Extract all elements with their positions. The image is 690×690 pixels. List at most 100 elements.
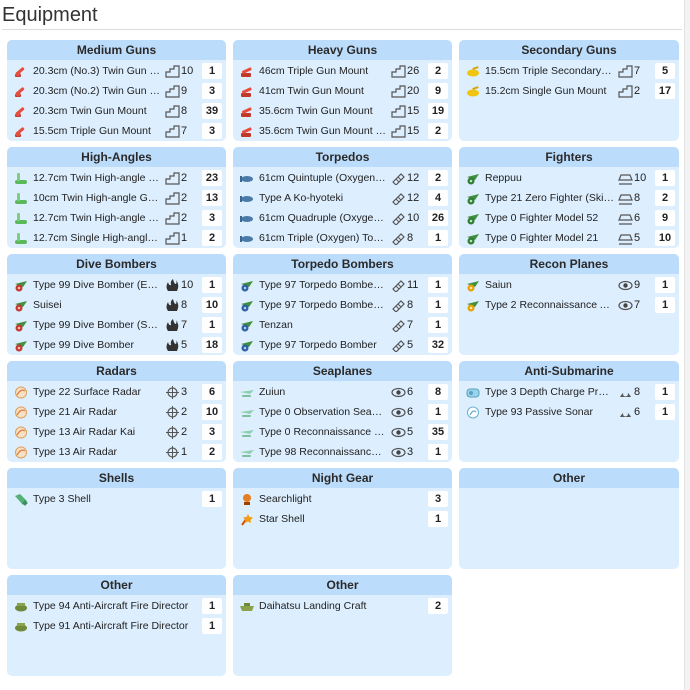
equipment-row[interactable]: 35.6cm Twin Gun Mount 15 19 [233, 101, 452, 121]
equipment-row[interactable]: Type 22 Surface Radar 3 6 [7, 382, 226, 402]
count-badge: 3 [202, 83, 222, 99]
upgrade-icon [618, 64, 634, 78]
equipment-name: Type 99 Dive Bomber (Skilled) [33, 319, 161, 331]
equipment-row[interactable]: Type 97 Torpedo Bomber 5 32 [233, 335, 452, 355]
equipment-row[interactable]: Type 0 Fighter Model 52 6 9 [459, 208, 679, 228]
equipment-name: 61cm Quadruple (Oxygen) Torpedo Mount [259, 212, 387, 224]
panel-header: Night Gear [233, 468, 452, 488]
title-divider [2, 29, 682, 30]
panel-header: Seaplanes [233, 361, 452, 381]
equipment-row[interactable]: 41cm Twin Gun Mount 20 9 [233, 81, 452, 101]
accuracy-stat-icon [165, 445, 181, 459]
equipment-name: Star Shell [259, 513, 305, 525]
equipment-row[interactable]: Tenzan 7 1 [233, 315, 452, 335]
equipment-row[interactable]: Type 93 Passive Sonar 6 1 [459, 402, 679, 422]
stat-value: 9 [634, 279, 641, 291]
count-badge: 18 [202, 337, 222, 353]
equipment-row[interactable]: Type 21 Zero Fighter (Skilled) 8 2 [459, 188, 679, 208]
equipment-row[interactable]: 20.3cm Twin Gun Mount 8 39 [7, 101, 226, 121]
los-stat-icon [391, 406, 407, 419]
torpedo-bomber-icon [240, 279, 254, 292]
count-badge: 1 [655, 170, 675, 186]
equipment-row[interactable]: Type 94 Anti-Aircraft Fire Director 1 [7, 596, 226, 616]
asw-stat-icon [618, 386, 634, 399]
recon-plane-icon [466, 279, 480, 292]
equipment-list: Zuiun 6 8 Type 0 Observation Seaplane 6 1 Type… [233, 381, 452, 462]
equipment-row[interactable]: Saiun 9 1 [459, 275, 679, 295]
equipment-row[interactable]: 15.2cm Single Gun Mount 2 17 [459, 81, 679, 101]
panel-torpedo-bombers: Torpedo Bombers Type 97 Torpedo Bomber (T… [233, 254, 452, 355]
equipment-row[interactable]: Type 97 Torpedo Bomber (Skilled) 8 1 [233, 295, 452, 315]
dive-bomber-icon [14, 339, 28, 352]
equipment-row[interactable]: 15.5cm Triple Secondary Gun Mount 7 5 [459, 61, 679, 81]
equipment-row[interactable]: Type 21 Air Radar 2 10 [7, 402, 226, 422]
high-angle-icon [14, 212, 28, 225]
equipment-row[interactable]: Type 0 Observation Seaplane 6 1 [233, 402, 452, 422]
stat-value: 1 [181, 446, 188, 458]
equipment-row[interactable]: Type 99 Dive Bomber 5 18 [7, 335, 226, 355]
count-badge: 32 [428, 337, 448, 353]
equipment-row[interactable]: Type 2 Reconnaissance Aircraft 7 1 [459, 295, 679, 315]
equipment-row[interactable]: 12.7cm Twin High-angle Gun Mount (Late M… [7, 208, 226, 228]
seaplane-icon [240, 406, 254, 419]
equipment-row[interactable]: 15.5cm Triple Gun Mount 7 3 [7, 121, 226, 141]
equipment-row[interactable]: Type 13 Air Radar Kai 2 3 [7, 422, 226, 442]
count-badge: 2 [428, 598, 448, 614]
equipment-name: Zuiun [259, 386, 286, 398]
equipment-row[interactable]: 35.6cm Twin Gun Mount (Dazzle Camouflage… [233, 121, 452, 141]
equipment-row[interactable]: Zuiun 6 8 [233, 382, 452, 402]
los-stat-icon [391, 386, 407, 399]
equipment-row[interactable]: Type 91 Anti-Aircraft Fire Director 1 [7, 616, 226, 636]
equipment-row[interactable]: Searchlight 3 [233, 489, 452, 509]
equipment-name: Daihatsu Landing Craft [259, 600, 367, 612]
equipment-row[interactable]: 46cm Triple Gun Mount 26 2 [233, 61, 452, 81]
equipment-row[interactable]: 61cm Triple (Oxygen) Torpedo Mount 8 1 [233, 228, 452, 248]
equipment-row[interactable]: Type 0 Reconnaissance Seaplane 5 35 [233, 422, 452, 442]
torpedo-stat-icon [391, 339, 407, 352]
stat-value: 1 [181, 232, 188, 244]
equipment-row[interactable]: Reppuu 10 1 [459, 168, 679, 188]
equipment-row[interactable]: Type 13 Air Radar 1 2 [7, 442, 226, 462]
equipment-name: Type 91 Anti-Aircraft Fire Director [33, 620, 189, 632]
count-badge: 17 [655, 83, 675, 99]
stat: 9 [165, 84, 200, 98]
equipment-row[interactable]: Type 0 Fighter Model 21 5 10 [459, 228, 679, 248]
equipment-row[interactable]: 12.7cm Twin High-angle Gun Mount 2 23 [7, 168, 226, 188]
equipment-name: Type 22 Surface Radar [33, 386, 141, 398]
equipment-row[interactable]: 12.7cm Single High-angle Gun Mount 1 2 [7, 228, 226, 248]
equipment-row[interactable]: Type 97 Torpedo Bomber (Tomonaga Squadro… [233, 275, 452, 295]
equipment-row[interactable]: Type 99 Dive Bomber (Skilled) 7 1 [7, 315, 226, 335]
stat-value: 6 [407, 386, 414, 398]
count-badge: 2 [655, 190, 675, 206]
accuracy-stat-icon [165, 405, 181, 419]
equipment-name: Type 97 Torpedo Bomber (Skilled) [259, 299, 387, 311]
equipment-row[interactable]: 20.3cm (No.2) Twin Gun Mount 9 3 [7, 81, 226, 101]
equipment-list: Saiun 9 1 Type 2 Reconnaissance Aircraft 7 1 [459, 274, 679, 315]
equipment-row[interactable]: Type A Ko-hyoteki 12 4 [233, 188, 452, 208]
equipment-row[interactable]: 61cm Quintuple (Oxygen) Torpedo Mount 12 2 [233, 168, 452, 188]
equipment-row[interactable]: Type 3 Depth Charge Projector 8 1 [459, 382, 679, 402]
asw-stat-icon [618, 406, 634, 419]
equipment-row[interactable]: 10cm Twin High-angle Gun Mount 2 13 [7, 188, 226, 208]
stat-value: 20 [407, 85, 420, 97]
vertical-scrollbar[interactable] [684, 0, 690, 690]
equipment-row[interactable]: Star Shell 1 [233, 509, 452, 529]
panel-header: Dive Bombers [7, 254, 226, 274]
panel-header: High-Angles [7, 147, 226, 167]
equipment-row[interactable]: Type 99 Dive Bomber (Egusa Squadron) 10 1 [7, 275, 226, 295]
equipment-row[interactable]: Type 98 Reconnaissance Seaplane (Night R… [233, 442, 452, 462]
equipment-row[interactable]: Type 3 Shell 1 [7, 489, 226, 509]
equipment-row[interactable]: Daihatsu Landing Craft 2 [233, 596, 452, 616]
equipment-list: Type 97 Torpedo Bomber (Tomonaga Squadro… [233, 274, 452, 355]
stat-value: 9 [181, 85, 188, 97]
count-badge: 10 [202, 297, 222, 313]
equipment-row[interactable]: 20.3cm (No.3) Twin Gun Mount 10 1 [7, 61, 226, 81]
radar-icon [14, 386, 28, 399]
stat: 3 [391, 446, 426, 459]
high-angle-icon [14, 192, 28, 205]
equipment-row[interactable]: 61cm Quadruple (Oxygen) Torpedo Mount 10 2… [233, 208, 452, 228]
equipment-row[interactable]: Suisei 8 10 [7, 295, 226, 315]
stat-value: 5 [407, 339, 414, 351]
stat: 5 [391, 339, 426, 352]
